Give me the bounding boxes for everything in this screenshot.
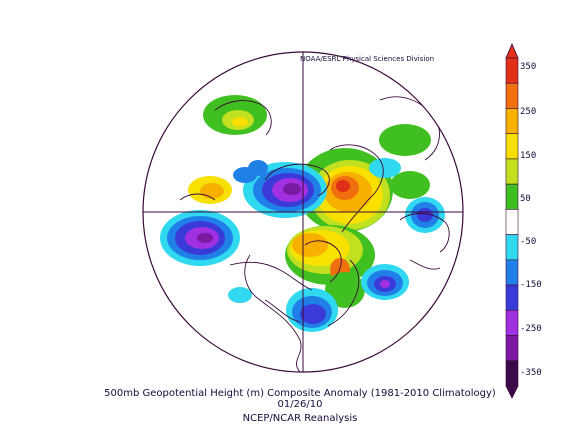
colorbar-bottom-arrow — [505, 385, 519, 399]
colorbar-label: 250 — [520, 107, 536, 117]
map-date: 01/26/10 — [277, 399, 323, 410]
credit-label: NOAA/ESRL Physical Sciences Division — [300, 55, 435, 63]
colorbar-swatch — [505, 284, 519, 311]
anomaly-arctic-canada — [243, 162, 327, 218]
colorbar: 350 250 150 50 -50 -150 -250 -350 — [505, 42, 542, 399]
colorbar-label: -150 — [520, 280, 542, 290]
colorbar-swatch — [505, 183, 519, 210]
colorbar-label: 50 — [520, 194, 531, 204]
colorbar-label: 350 — [520, 62, 536, 72]
map-title: 500mb Geopotential Height (m) Composite … — [104, 388, 496, 399]
colorbar-label: -250 — [520, 324, 542, 334]
colorbar-swatch — [505, 234, 519, 261]
colorbar-swatch — [505, 133, 519, 160]
anomaly-eastern-us — [286, 288, 338, 332]
colorbar-label: -350 — [520, 368, 542, 378]
anomaly-greenland — [297, 148, 393, 232]
anomaly-north-atlantic — [361, 264, 409, 300]
globe-outline — [142, 51, 464, 373]
colorbar-swatch — [505, 108, 519, 134]
colorbar-swatch — [505, 335, 519, 362]
colorbar-swatch — [505, 57, 519, 84]
anomaly-siberia — [379, 124, 431, 156]
colorbar-swatch — [505, 310, 519, 336]
colorbar-label: -50 — [520, 237, 536, 247]
colorbar-label: 150 — [520, 151, 536, 161]
colorbar-swatch — [505, 209, 519, 235]
colorbar-swatch — [505, 82, 519, 109]
colorbar-swatch — [505, 158, 519, 185]
anomaly-western-europe — [285, 225, 375, 308]
anomaly-gulf-of-alaska — [160, 210, 240, 266]
anomaly-field — [143, 52, 463, 372]
colorbar-top-arrow — [505, 42, 519, 59]
map-source: NCEP/NCAR Reanalysis — [242, 413, 358, 424]
colorbar-swatch — [505, 360, 519, 387]
colorbar-swatch — [505, 259, 519, 286]
